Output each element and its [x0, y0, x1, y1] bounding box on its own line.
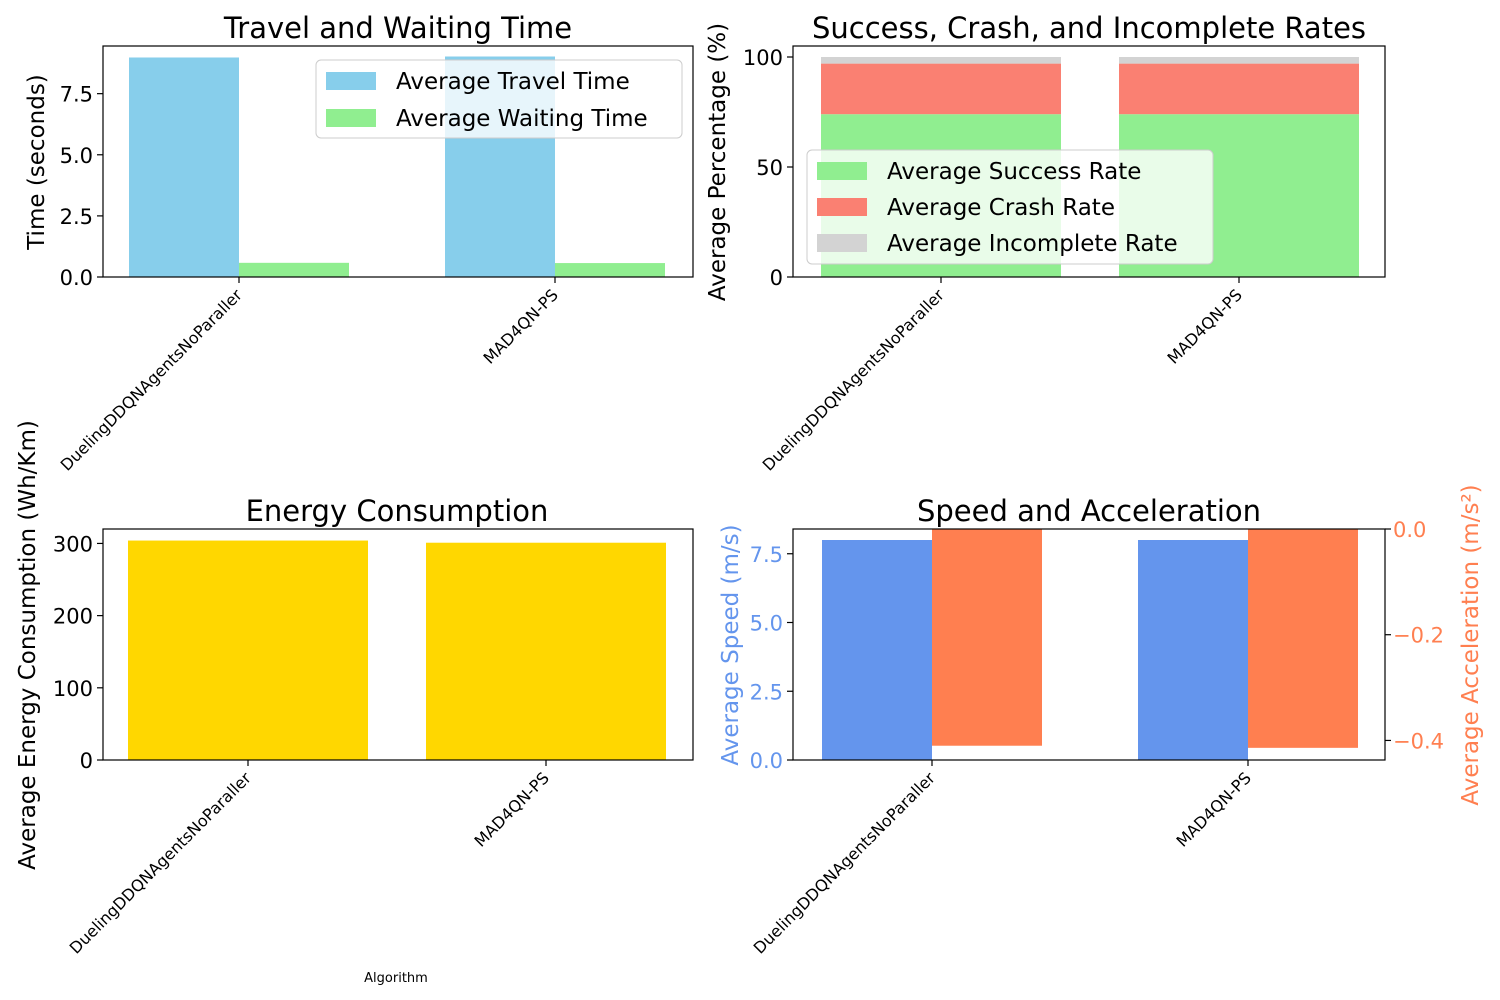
bar-average-waiting-time-2: [555, 263, 665, 277]
legend-entry: Average Incomplete Rate: [887, 231, 1178, 257]
y-tick-label: 7.5: [60, 83, 93, 107]
legend-swatch: [817, 198, 867, 216]
y2-tick-label: −0.2: [1393, 624, 1444, 648]
y-tick-label: 5.0: [750, 612, 783, 636]
bar-average-acceleration-1: [932, 529, 1042, 746]
legend-swatch: [326, 72, 376, 90]
y-axis-label: Average Energy Consumption (Wh/Km): [15, 420, 41, 870]
chart-title: Energy Consumption: [246, 494, 549, 528]
figure-footer-label: Algorithm: [364, 971, 428, 986]
y-tick-label: 5.0: [60, 144, 93, 168]
plot-frame: [792, 528, 1386, 761]
y-tick-label: 100: [743, 46, 783, 70]
plot-frame: [102, 528, 694, 761]
bar-average-speed-2: [1138, 540, 1248, 760]
y-tick-label: 0: [770, 266, 783, 290]
bar-average-crash-rate-2: [1119, 63, 1359, 115]
y-tick-label: 50: [756, 156, 783, 180]
legend-entry: Average Waiting Time: [396, 106, 648, 132]
y-tick-label: 100: [53, 677, 93, 701]
y-tick-label: 0: [80, 749, 93, 773]
legend-entry: Average Success Rate: [887, 159, 1141, 185]
chart-title: Success, Crash, and Incomplete Rates: [812, 11, 1366, 45]
bar-energy-1: [128, 540, 368, 760]
y-tick-label: 2.5: [60, 205, 93, 229]
legend-swatch: [817, 234, 867, 252]
y-axis-label: Average Percentage (%): [705, 23, 731, 301]
y2-tick-label: 0.0: [1393, 518, 1426, 542]
legend-entry: Average Travel Time: [396, 69, 630, 95]
bar-average-waiting-time-1: [239, 262, 349, 277]
y-tick-label: 0.0: [60, 266, 93, 290]
y-axis-label: Average Speed (m/s): [718, 524, 744, 765]
legend-entry: Average Crash Rate: [887, 195, 1115, 221]
bar-average-travel-time-1: [129, 57, 239, 277]
plot-frame: [792, 45, 1386, 278]
y-tick-label: 7.5: [750, 543, 783, 567]
legend-panel-1: Average Travel Time Average Waiting Time: [315, 59, 683, 139]
y-tick-label: 300: [53, 532, 93, 556]
chart-title: Speed and Acceleration: [917, 494, 1261, 528]
legend-panel-2: Average Success Rate Average Crash Rate Av…: [806, 149, 1214, 265]
plot-frame: [102, 45, 694, 278]
bar-average-crash-rate-1: [821, 63, 1061, 115]
legend-swatch: [817, 162, 867, 180]
y2-axis-label: Average Acceleration (m/s²): [1458, 484, 1484, 805]
y2-tick-label: −0.4: [1393, 729, 1444, 753]
y-tick-label: 0.0: [750, 749, 783, 773]
legend-swatch: [326, 109, 376, 127]
y-axis-label: Time (seconds): [24, 74, 50, 251]
chart-title: Travel and Waiting Time: [223, 11, 572, 45]
legend-box: [806, 149, 1214, 265]
bar-average-incomplete-rate-1: [821, 57, 1061, 64]
y-tick-label: 200: [53, 605, 93, 629]
legend-box: [315, 59, 683, 139]
bar-energy-2: [426, 542, 666, 760]
bar-average-acceleration-2: [1248, 529, 1358, 748]
bar-average-incomplete-rate-2: [1119, 57, 1359, 64]
bar-average-speed-1: [822, 540, 932, 760]
y-tick-label: 2.5: [750, 680, 783, 704]
